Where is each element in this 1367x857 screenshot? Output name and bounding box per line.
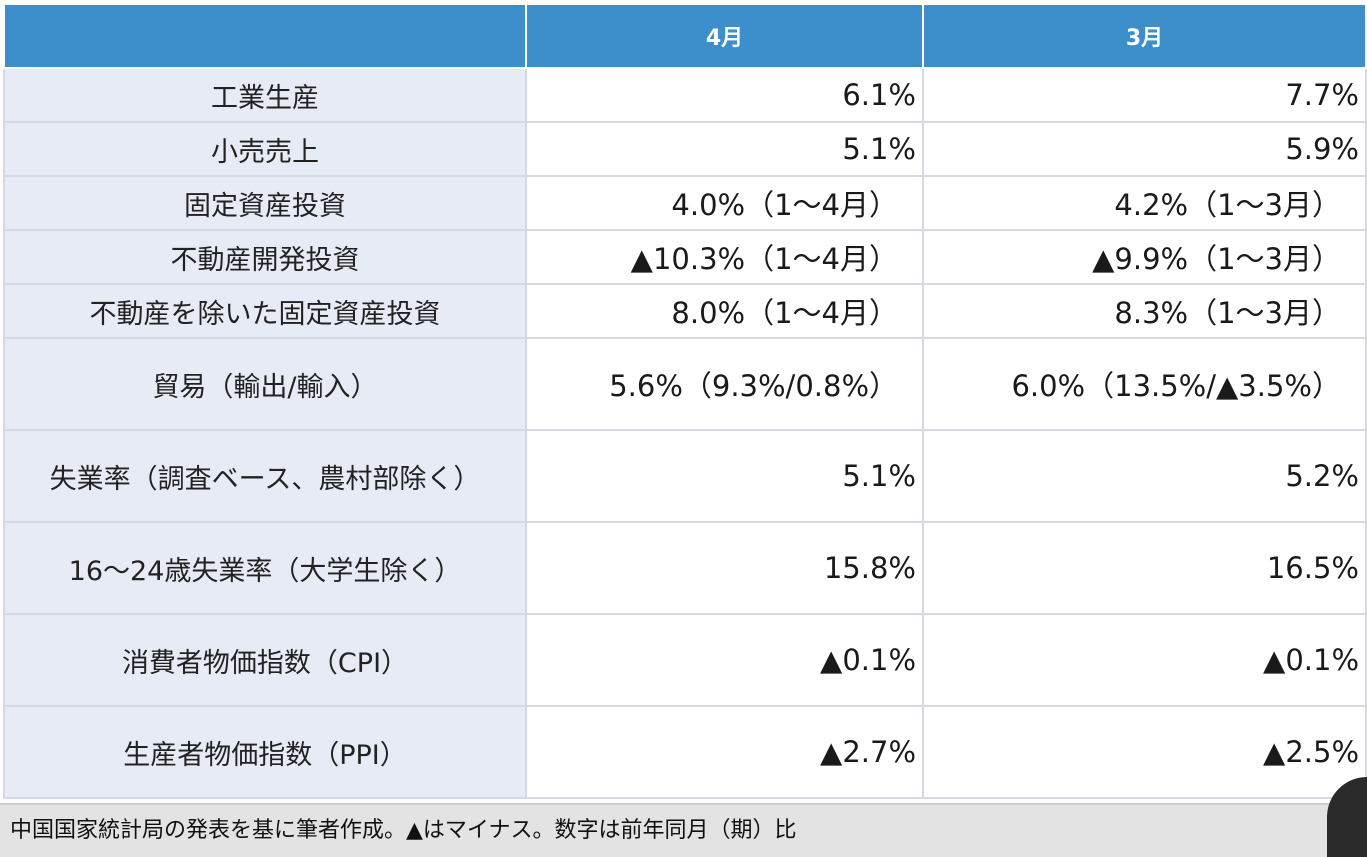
table-row: 貿易（輸出/輸入） 5.6%（9.3%/0.8%） 6.0%（13.5%/▲3.… — [3, 337, 1367, 431]
header-march: 3月 — [922, 3, 1367, 69]
march-value: 7.7% — [922, 67, 1367, 123]
march-value: ▲2.5% — [922, 705, 1367, 799]
march-value: 5.2% — [922, 429, 1367, 523]
table-row: 消費者物価指数（CPI） ▲0.1% ▲0.1% — [3, 613, 1367, 707]
april-value: 5.1% — [525, 429, 924, 523]
row-label: 貿易（輸出/輸入） — [3, 337, 527, 431]
march-value: ▲9.9%（1〜3月） — [922, 229, 1367, 285]
row-label: 消費者物価指数（CPI） — [3, 613, 527, 707]
row-label: 不動産開発投資 — [3, 229, 527, 285]
march-value: 8.3%（1〜3月） — [922, 283, 1367, 339]
april-value: ▲10.3%（1〜4月） — [525, 229, 924, 285]
april-value: 5.1% — [525, 121, 924, 177]
march-value: 16.5% — [922, 521, 1367, 615]
row-label: 失業率（調査ベース、農村部除く） — [3, 429, 527, 523]
table-row: 不動産を除いた固定資産投資 8.0%（1〜4月） 8.3%（1〜3月） — [3, 283, 1367, 339]
row-label: 生産者物価指数（PPI） — [3, 705, 527, 799]
april-value: 5.6%（9.3%/0.8%） — [525, 337, 924, 431]
table-row: 不動産開発投資 ▲10.3%（1〜4月） ▲9.9%（1〜3月） — [3, 229, 1367, 285]
row-label: 小売売上 — [3, 121, 527, 177]
row-label: 固定資産投資 — [3, 175, 527, 231]
march-value: 4.2%（1〜3月） — [922, 175, 1367, 231]
header-april: 4月 — [525, 3, 924, 69]
table-row: 失業率（調査ベース、農村部除く） 5.1% 5.2% — [3, 429, 1367, 523]
row-label: 工業生産 — [3, 67, 527, 123]
table-row: 16〜24歳失業率（大学生除く） 15.8% 16.5% — [3, 521, 1367, 615]
april-value: 15.8% — [525, 521, 924, 615]
row-label: 16〜24歳失業率（大学生除く） — [3, 521, 527, 615]
table-row: 固定資産投資 4.0%（1〜4月） 4.2%（1〜3月） — [3, 175, 1367, 231]
march-value: 5.9% — [922, 121, 1367, 177]
row-label: 不動産を除いた固定資産投資 — [3, 283, 527, 339]
table-row: 生産者物価指数（PPI） ▲2.7% ▲2.5% — [3, 705, 1367, 799]
header-corner-cell — [3, 3, 527, 69]
source-footnote: 中国国家統計局の発表を基に筆者作成。▲はマイナス。数字は前年同月（期）比 — [0, 803, 1367, 857]
april-value: 4.0%（1〜4月） — [525, 175, 924, 231]
march-value: ▲0.1% — [922, 613, 1367, 707]
april-value: 8.0%（1〜4月） — [525, 283, 924, 339]
table-row: 小売売上 5.1% 5.9% — [3, 121, 1367, 177]
economic-indicators-table: 4月 3月 工業生産 6.1% 7.7% 小売売上 5.1% 5.9% 固定資産… — [3, 3, 1367, 799]
april-value: ▲2.7% — [525, 705, 924, 799]
table-row: 工業生産 6.1% 7.7% — [3, 67, 1367, 123]
header-row: 4月 3月 — [3, 3, 1367, 69]
april-value: ▲0.1% — [525, 613, 924, 707]
april-value: 6.1% — [525, 67, 924, 123]
march-value: 6.0%（13.5%/▲3.5%） — [922, 337, 1367, 431]
